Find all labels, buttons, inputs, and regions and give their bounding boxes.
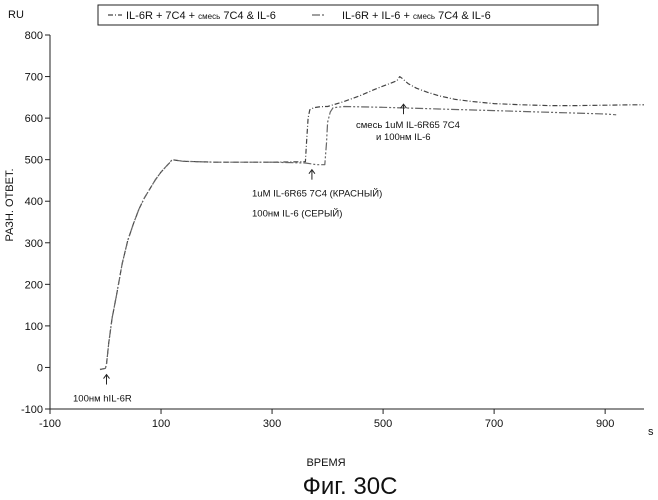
legend-entry-1-small: смесь	[198, 12, 220, 21]
y-tick-label: 800	[25, 30, 43, 42]
x-tick-label: 100	[152, 418, 170, 430]
annotation-mix-label-2: и 100нм IL-6	[376, 132, 431, 143]
x-tick-label: 500	[374, 418, 392, 430]
x-axis-title: ВРЕМЯ	[306, 457, 345, 469]
y-tick-label: -100	[21, 404, 43, 416]
legend-entry-1-prefix: IL-6R + 7C4 +	[126, 10, 195, 22]
x-tick-label: 700	[485, 418, 503, 430]
x-tick-label: -100	[39, 418, 61, 430]
annotation-7c4-label-1: 1uM IL-6R65 7C4 (КРАСНЫЙ)	[252, 188, 382, 200]
x-axis-unit: s	[648, 426, 654, 438]
series-line-2	[100, 107, 616, 370]
x-ticks: -100 100 300 500 700 900	[39, 409, 614, 430]
y-ticks: -100 0 100 200 300 400 500 600 700 800	[21, 30, 50, 416]
y-axis-title: РАЗН. ОТВЕТ.	[4, 168, 16, 241]
legend-entry-1-suffix: 7C4 & IL-6	[223, 10, 276, 22]
units-label: RU	[8, 9, 24, 21]
legend-entry-2-suffix: 7C4 & IL-6	[438, 10, 491, 22]
legend-entry-2-small: смесь	[413, 12, 435, 21]
y-tick-label: 700	[25, 72, 43, 84]
legend-entry-2: IL-6R + IL-6 + смесь 7C4 & IL-6	[342, 10, 491, 22]
y-tick-label: 400	[25, 196, 43, 208]
x-tick-label: 300	[263, 418, 281, 430]
legend-entry-1: IL-6R + 7C4 + смесь 7C4 & IL-6	[126, 10, 276, 22]
figure-caption: Фиг. 30С	[303, 473, 398, 500]
annotation-mix-label-1: смесь 1uM IL-6R65 7C4	[356, 120, 460, 131]
y-tick-label: 500	[25, 155, 43, 167]
annotation-hil6r-label: 100нм hIL-6R	[73, 394, 132, 405]
annotations: 100нм hIL-6R 1uM IL-6R65 7C4 (КРАСНЫЙ) 100…	[73, 104, 460, 404]
legend: IL-6R + 7C4 + смесь 7C4 & IL-6 IL-6R + I…	[98, 5, 598, 25]
x-tick-label: 900	[596, 418, 614, 430]
y-tick-label: 100	[25, 321, 43, 333]
y-tick-label: 300	[25, 238, 43, 250]
y-tick-label: 0	[37, 362, 43, 374]
legend-entry-2-prefix: IL-6R + IL-6 +	[342, 10, 410, 22]
y-tick-label: 200	[25, 279, 43, 291]
annotation-7c4-label-2: 100нм IL-6 (СЕРЫЙ)	[252, 208, 342, 220]
y-tick-label: 600	[25, 113, 43, 125]
